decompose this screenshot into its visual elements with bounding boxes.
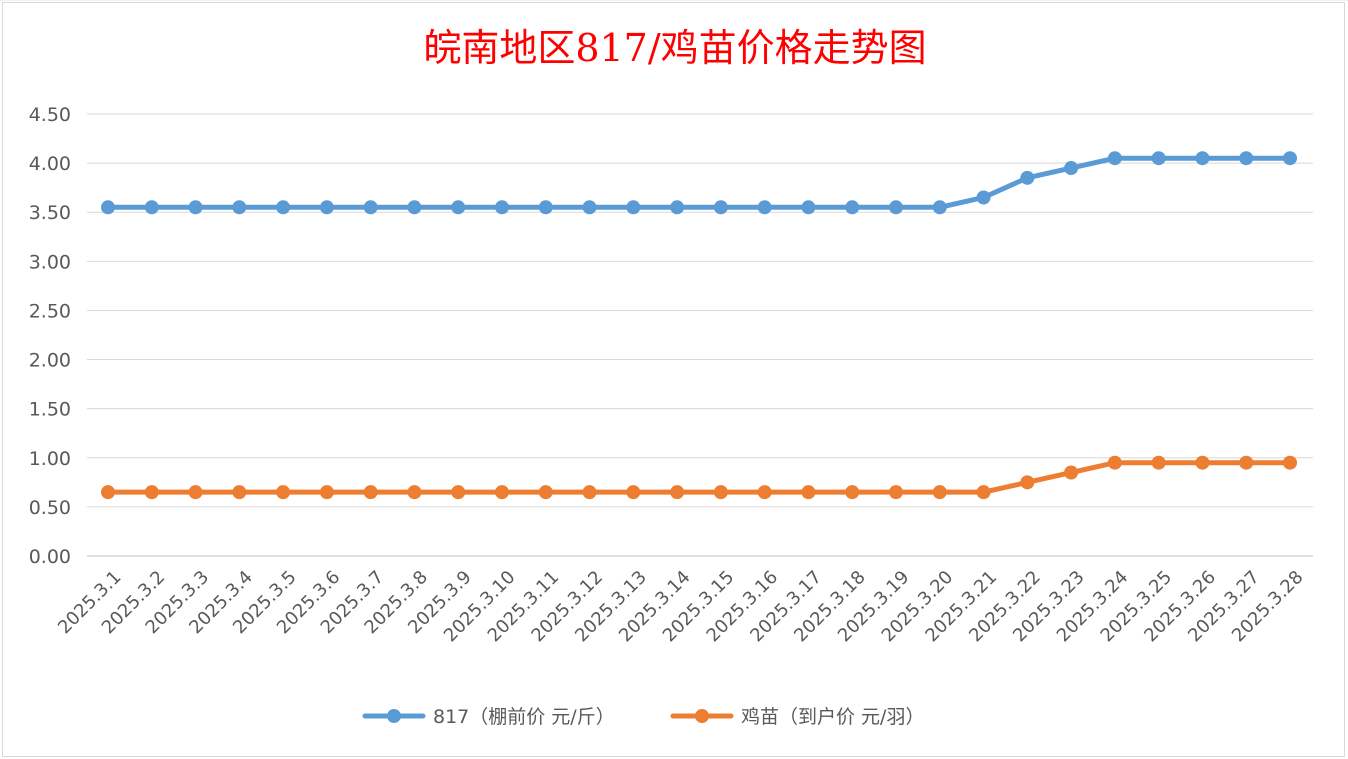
series-lines xyxy=(101,151,1297,500)
y-tick-label: 2.00 xyxy=(29,350,71,372)
data-point xyxy=(670,485,685,500)
y-tick-label: 0.00 xyxy=(29,546,71,568)
line-chart: 皖南地区817/鸡苗价格走势图 0.00 0.50 1.00 1.50 2.00 2.50… xyxy=(29,26,1313,728)
data-point xyxy=(276,485,291,500)
legend-label: 817（棚前价 元/斤） xyxy=(433,706,615,728)
x-axis-ticks: 2025.3.12025.3.22025.3.32025.3.42025.3.5… xyxy=(54,567,1308,647)
data-point xyxy=(1239,151,1254,166)
legend-marker xyxy=(387,709,401,723)
legend-marker xyxy=(695,709,709,723)
data-point xyxy=(144,485,159,500)
data-point xyxy=(889,485,903,500)
series-line xyxy=(105,155,1293,210)
data-point xyxy=(451,200,466,215)
data-point xyxy=(101,200,115,215)
data-point xyxy=(538,485,553,500)
data-point xyxy=(582,200,597,215)
data-point xyxy=(188,485,203,500)
data-point xyxy=(757,200,772,215)
data-point xyxy=(232,200,247,215)
data-point xyxy=(976,485,991,500)
data-point xyxy=(495,485,509,500)
data-point xyxy=(757,485,772,500)
data-point xyxy=(1239,455,1254,470)
y-tick-label: 4.50 xyxy=(29,104,71,126)
data-point xyxy=(845,485,860,500)
data-point xyxy=(1064,465,1079,480)
data-point xyxy=(889,200,903,215)
y-tick-label: 2.50 xyxy=(29,300,71,322)
y-tick-label: 0.50 xyxy=(29,497,71,519)
y-tick-label: 4.00 xyxy=(29,153,71,175)
legend: 817（棚前价 元/斤） 鸡苗（到户价 元/羽） xyxy=(362,706,924,728)
data-point xyxy=(1064,161,1079,176)
data-point xyxy=(932,485,947,500)
data-point xyxy=(363,485,378,500)
data-point xyxy=(538,200,553,215)
data-point xyxy=(801,485,816,500)
data-point xyxy=(276,200,291,215)
data-point xyxy=(232,485,247,500)
data-point xyxy=(932,200,947,215)
data-point xyxy=(713,200,728,215)
gridlines xyxy=(87,113,1313,557)
data-point xyxy=(626,200,641,215)
data-point xyxy=(1151,151,1166,166)
data-point xyxy=(1107,151,1122,166)
y-tick-label: 1.50 xyxy=(29,399,71,421)
legend-label: 鸡苗（到户价 元/羽） xyxy=(741,706,924,728)
data-point xyxy=(1020,475,1035,490)
data-point xyxy=(1283,455,1297,470)
data-point xyxy=(1107,455,1122,470)
data-point xyxy=(1195,455,1210,470)
y-tick-label: 3.00 xyxy=(29,251,71,273)
data-point xyxy=(1283,151,1297,166)
data-point xyxy=(670,200,685,215)
y-axis-ticks: 0.00 0.50 1.00 1.50 2.00 2.50 3.00 3.50 4.00 4.50 xyxy=(29,104,71,568)
data-point xyxy=(626,485,641,500)
data-point xyxy=(1195,151,1210,166)
data-point xyxy=(407,485,422,500)
data-point xyxy=(713,485,728,500)
data-point xyxy=(582,485,597,500)
data-point xyxy=(976,190,991,205)
data-point xyxy=(144,200,159,215)
data-point xyxy=(407,200,422,215)
data-point xyxy=(801,200,816,215)
data-point xyxy=(451,485,466,500)
data-point xyxy=(1020,170,1035,185)
series-line xyxy=(105,460,1293,495)
data-point xyxy=(363,200,378,215)
data-point xyxy=(101,485,115,500)
y-tick-label: 3.50 xyxy=(29,202,71,224)
chart-title: 皖南地区817/鸡苗价格走势图 xyxy=(423,26,926,70)
y-tick-label: 1.00 xyxy=(29,448,71,470)
data-point xyxy=(319,200,334,215)
data-point xyxy=(1151,455,1166,470)
data-point xyxy=(495,200,509,215)
data-point xyxy=(188,200,203,215)
data-point xyxy=(319,485,334,500)
data-point xyxy=(845,200,860,215)
